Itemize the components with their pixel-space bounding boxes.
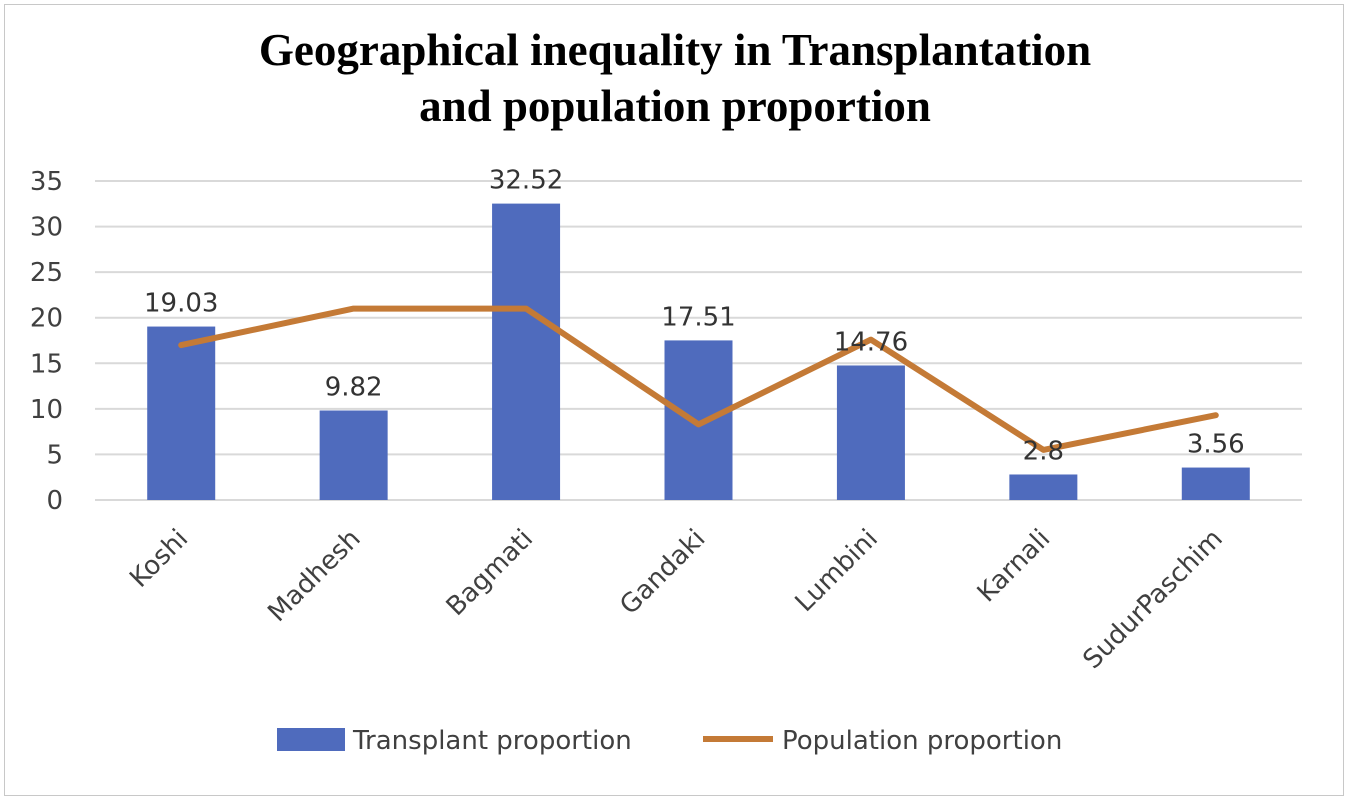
y-axis-tick-labels: 0 5 10 15 20 25 30 35 bbox=[30, 167, 63, 516]
x-axis-tick-labels: Koshi Madhesh Bagmati Gandaki Lumbini Karnali… bbox=[124, 524, 1229, 675]
data-label: 19.03 bbox=[144, 289, 218, 319]
bar bbox=[492, 203, 561, 500]
chart-title: Geographical inequality in Transplantati… bbox=[0, 22, 1350, 134]
y-tick-label: 0 bbox=[46, 486, 63, 516]
legend-label-line: Population proportion bbox=[782, 726, 1062, 756]
legend: Transplant proportion Population proporti… bbox=[277, 726, 1062, 756]
y-tick-label: 5 bbox=[46, 440, 63, 470]
data-label: 14.76 bbox=[834, 327, 908, 357]
data-label: 9.82 bbox=[325, 372, 383, 402]
bar bbox=[147, 326, 216, 500]
bar bbox=[1181, 467, 1250, 500]
x-tick-label: Lumbini bbox=[790, 524, 884, 618]
y-tick-label: 30 bbox=[30, 213, 63, 243]
y-tick-label: 10 bbox=[30, 395, 63, 425]
line-series bbox=[178, 305, 1219, 453]
chart-title-line-2: and population proportion bbox=[419, 81, 931, 131]
x-tick-label: Gandaki bbox=[614, 524, 711, 621]
y-tick-label: 35 bbox=[30, 167, 63, 197]
x-tick-label: Bagmati bbox=[441, 524, 539, 622]
bar bbox=[836, 365, 905, 500]
bar bbox=[664, 340, 733, 500]
data-label: 32.52 bbox=[489, 166, 563, 196]
x-tick-label: SudurPaschim bbox=[1077, 524, 1228, 675]
data-labels: 19.03 9.82 32.52 17.51 14.76 2.8 3.56 bbox=[144, 166, 1245, 467]
bar-series bbox=[147, 203, 1250, 500]
data-label: 2.8 bbox=[1023, 436, 1064, 466]
data-label: 3.56 bbox=[1187, 430, 1245, 460]
population-line bbox=[178, 305, 1219, 453]
bar bbox=[319, 410, 388, 500]
data-label: 17.51 bbox=[661, 302, 735, 332]
chart-title-line-1: Geographical inequality in Transplantati… bbox=[258, 25, 1092, 75]
legend-label-bar: Transplant proportion bbox=[352, 726, 632, 756]
x-tick-label: Madhesh bbox=[262, 524, 366, 628]
x-tick-label: Koshi bbox=[124, 524, 194, 594]
y-tick-label: 15 bbox=[30, 349, 63, 379]
bar bbox=[1009, 474, 1078, 500]
y-tick-label: 25 bbox=[30, 258, 63, 288]
y-tick-label: 20 bbox=[30, 304, 63, 334]
legend-swatch-bar bbox=[277, 728, 345, 751]
x-tick-label: Karnali bbox=[972, 524, 1057, 609]
